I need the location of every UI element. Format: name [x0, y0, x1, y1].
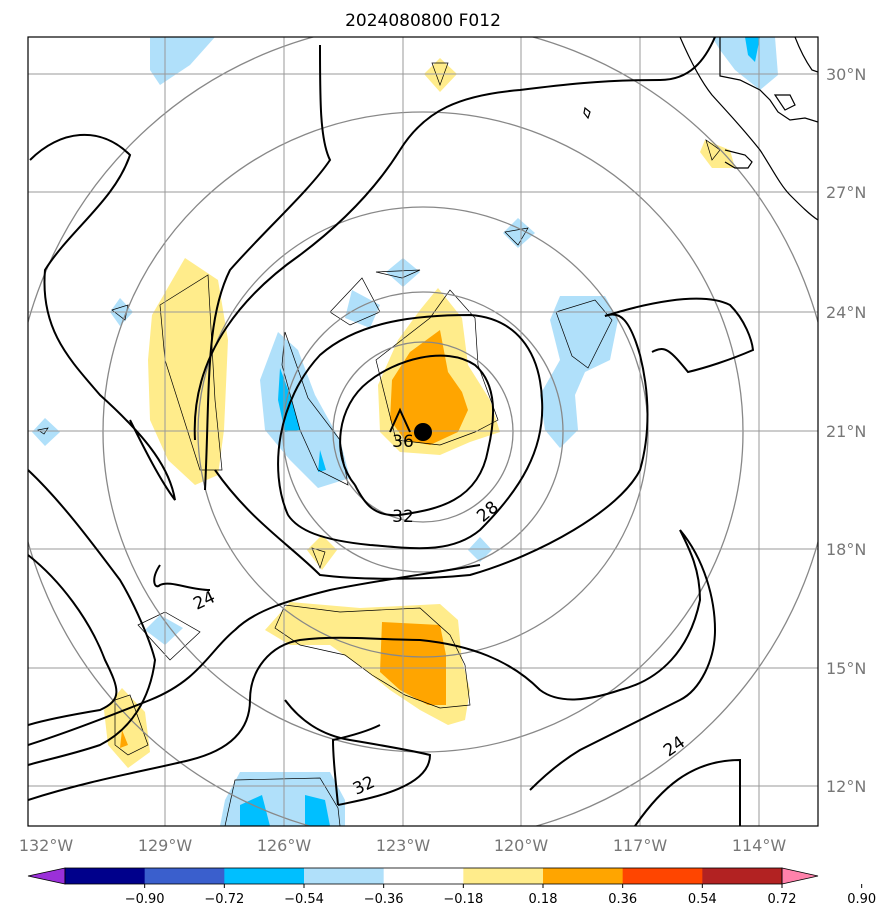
range-rings — [28, 37, 818, 826]
lat-label: 12°N — [826, 777, 866, 796]
contour-28 — [277, 313, 544, 550]
colorbar-tick-label: −0.54 — [284, 892, 324, 907]
colorbar-segment — [144, 868, 225, 884]
contour-24-ring — [193, 37, 716, 441]
colorbar: −0.90 −0.72 −0.54 −0.36 −0.18 0.18 0.36 0.54 0.7… — [27, 867, 876, 907]
fill-light-yellow — [307, 535, 337, 570]
colorbar-tick-label: −0.18 — [443, 892, 483, 907]
contour-36 — [389, 407, 411, 433]
lon-label: 114°W — [732, 836, 787, 855]
fill-light-blue — [260, 332, 350, 488]
colorbar-segment — [304, 868, 385, 884]
map-title: 2024080800 F012 — [345, 11, 501, 31]
colorbar-tick-label: −0.36 — [364, 892, 404, 907]
fill-orange — [120, 730, 128, 748]
colorbar-tick-label: −0.72 — [204, 892, 244, 907]
contour-outer — [29, 44, 332, 501]
fill-light-blue — [32, 418, 60, 446]
lon-label: 129°W — [138, 836, 193, 855]
contour-label: 32 — [392, 507, 414, 527]
fill-blue — [305, 795, 330, 826]
colorbar-frame — [64, 867, 783, 885]
fill-blue — [745, 37, 760, 62]
lat-label: 24°N — [826, 303, 866, 322]
colorbar-tick-label: 0.36 — [608, 892, 637, 907]
fill-light-blue — [150, 37, 215, 85]
lon-label: 132°W — [19, 836, 74, 855]
fill-blue — [318, 450, 326, 472]
fill-light-blue — [540, 296, 618, 448]
lon-label: 123°W — [376, 836, 431, 855]
colorbar-tick-label: 0.72 — [768, 892, 797, 907]
anomaly-fills — [32, 37, 778, 826]
colorbar-tick-label: 0.54 — [688, 892, 717, 907]
colorbar-segment — [463, 868, 544, 884]
lon-label: 117°W — [613, 836, 668, 855]
fill-light-blue — [345, 290, 380, 328]
colorbar-segment — [702, 868, 783, 884]
lat-label: 27°N — [826, 183, 866, 202]
latitude-labels: 30°N 27°N 24°N 21°N 18°N 15°N 12°N — [826, 65, 866, 796]
fill-orange — [390, 330, 468, 445]
colorbar-tick-label: 0.18 — [529, 892, 558, 907]
colorbar-segment — [622, 868, 703, 884]
colorbar-tick-label: 0.90 — [847, 892, 876, 907]
colorbar-extend-low — [27, 867, 66, 885]
contour-label: 36 — [392, 432, 414, 452]
lat-label: 21°N — [826, 422, 866, 441]
bold-contours — [28, 37, 755, 826]
map-area: 36 32 28 24 24 32 — [28, 37, 818, 826]
lon-label: 120°W — [494, 836, 549, 855]
coastline — [583, 37, 818, 221]
fill-light-yellow — [700, 140, 735, 168]
fill-light-yellow — [424, 58, 457, 92]
colorbar-segment — [543, 868, 624, 884]
lat-label: 18°N — [826, 540, 866, 559]
lat-label: 15°N — [826, 659, 866, 678]
fill-orange — [380, 622, 446, 705]
colorbar-segment — [65, 868, 146, 884]
contour-mid — [214, 313, 649, 580]
longitude-labels: 132°W 129°W 126°W 123°W 120°W 117°W 114°… — [19, 836, 787, 855]
fill-light-blue — [145, 615, 183, 645]
colorbar-extend-high — [781, 867, 819, 885]
lon-label: 126°W — [257, 836, 312, 855]
lat-label: 30°N — [826, 65, 866, 84]
colorbar-segment — [383, 868, 464, 884]
fill-light-blue — [712, 37, 778, 90]
colorbar-tick-label: −0.90 — [125, 892, 165, 907]
contour-32 — [339, 354, 495, 517]
contour-24 — [153, 564, 211, 591]
storm-center-marker — [414, 423, 432, 441]
map-frame — [27, 36, 819, 827]
colorbar-segment — [224, 868, 305, 884]
